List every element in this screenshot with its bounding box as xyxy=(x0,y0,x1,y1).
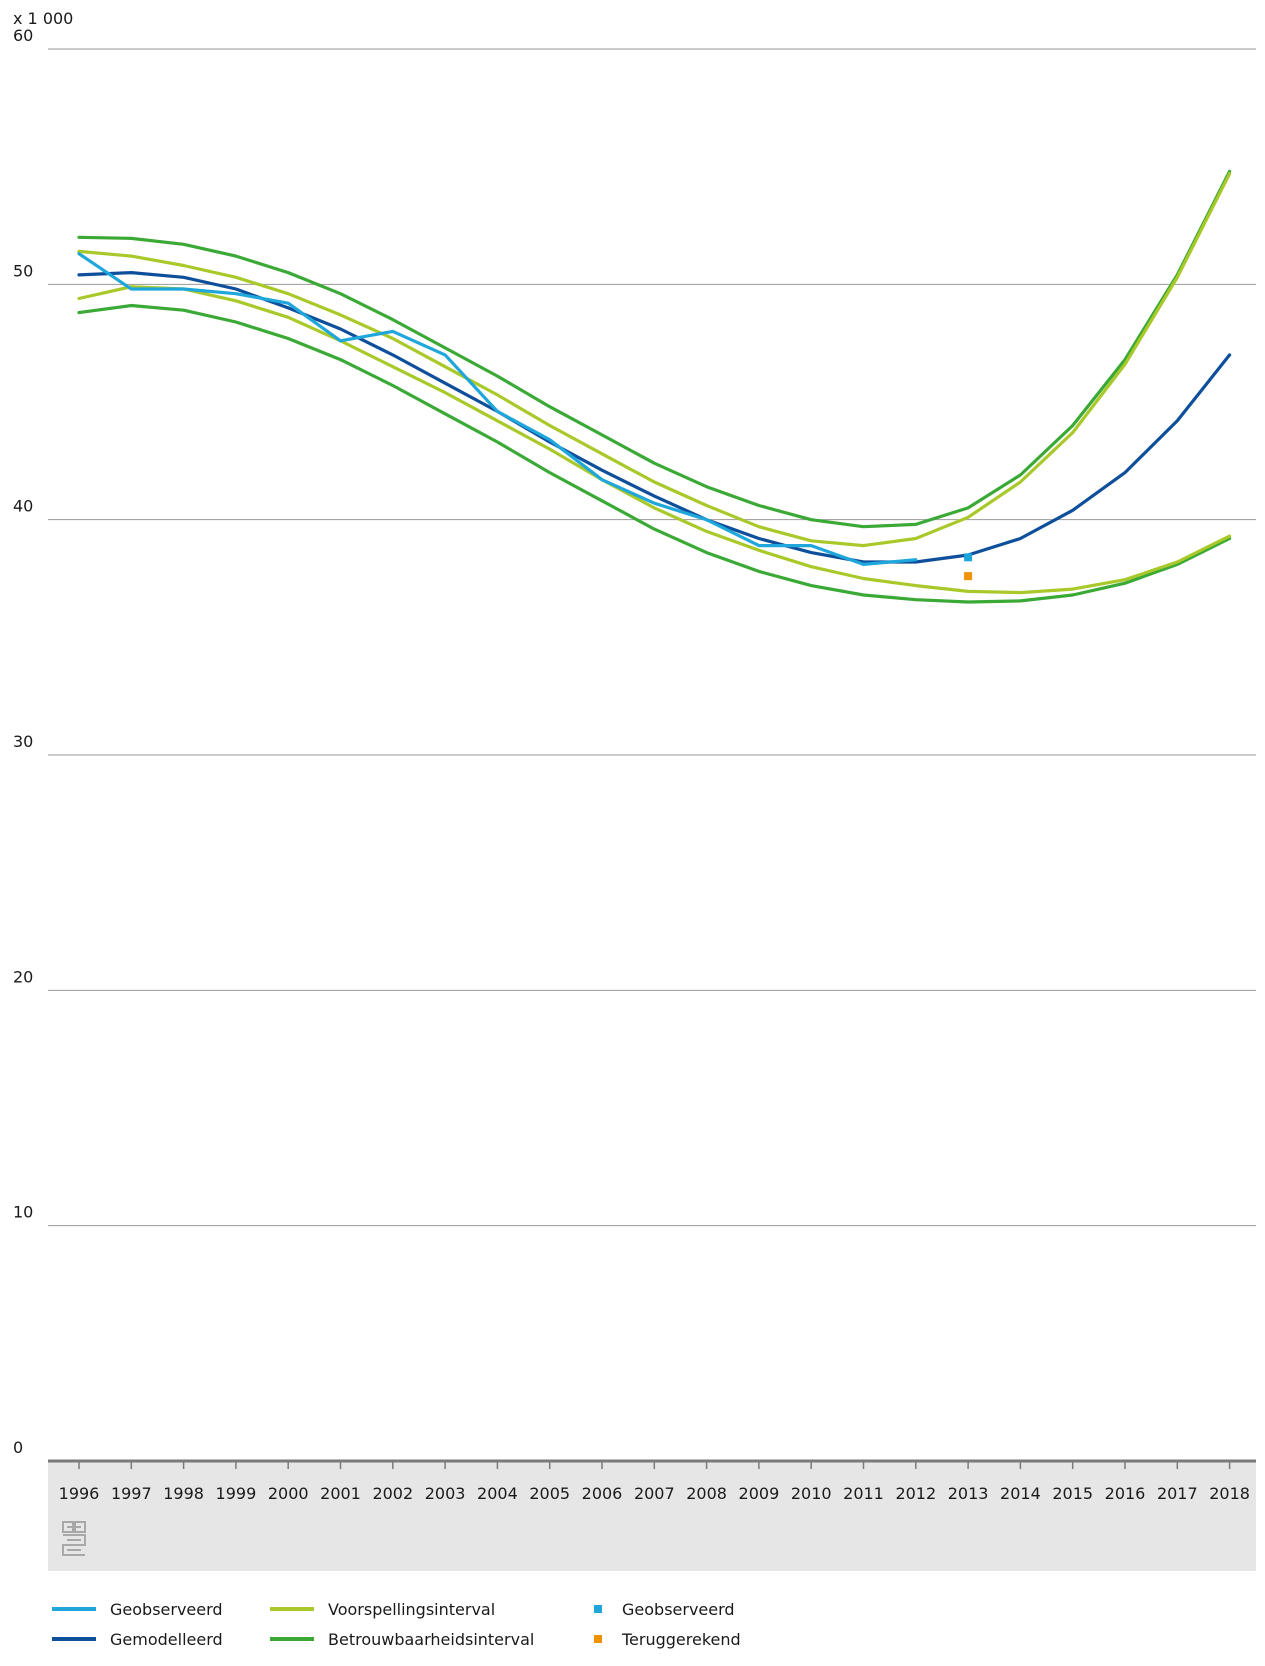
legend-swatch xyxy=(52,1607,96,1611)
legend-swatch xyxy=(594,1605,602,1613)
x-axis-ticks: 1996 1997 1998 1999 2000 2001 2002 2003 2004 2005… xyxy=(59,1461,1250,1503)
legend-swatch xyxy=(52,1637,96,1641)
series-line-voorspellingsinterval-lower xyxy=(77,285,1232,595)
series-group xyxy=(77,169,1232,604)
line-chart: 0 10 20 30 40 50 60 x 1 000 1996 1997 1998 1999 20… xyxy=(13,9,1256,1571)
legend-label: Teruggerekend xyxy=(622,1629,741,1649)
legend-label: Betrouwbaarheidsinterval xyxy=(328,1629,535,1649)
grid-lines xyxy=(48,48,1256,1227)
legend: Geobserveerd Gemodelleerd Voorspellingsi… xyxy=(52,1598,1252,1664)
y-tick-label: 20 xyxy=(13,967,33,986)
x-tick-label: 2008 xyxy=(686,1484,727,1503)
x-tick-label: 2003 xyxy=(425,1484,466,1503)
y-tick-label: 50 xyxy=(13,261,33,280)
y-axis-ticks: 0 10 20 30 40 50 60 xyxy=(13,26,33,1457)
x-tick-label: 2012 xyxy=(895,1484,936,1503)
x-tick-label: 2017 xyxy=(1157,1484,1198,1503)
series-line-geobserveerd xyxy=(77,252,918,567)
x-tick-label: 2001 xyxy=(320,1484,361,1503)
legend-item-gemodelleerd: Gemodelleerd xyxy=(52,1628,223,1650)
y-tick-label: 0 xyxy=(13,1438,23,1457)
x-tick-label: 2006 xyxy=(582,1484,623,1503)
x-tick-label: 2002 xyxy=(372,1484,413,1503)
legend-swatch xyxy=(270,1637,314,1641)
legend-label: Voorspellingsinterval xyxy=(328,1599,496,1619)
legend-item-geobserveerd-line: Geobserveerd xyxy=(52,1598,223,1620)
x-tick-label: 2010 xyxy=(791,1484,832,1503)
legend-item-teruggerekend: Teruggerekend xyxy=(586,1628,741,1650)
x-tick-label: 2014 xyxy=(1000,1484,1041,1503)
legend-label: Geobserveerd xyxy=(622,1599,735,1619)
x-tick-label: 1999 xyxy=(216,1484,257,1503)
x-tick-label: 1998 xyxy=(163,1484,204,1503)
y-tick-label: 40 xyxy=(13,497,33,516)
y-tick-label: 30 xyxy=(13,732,33,751)
legend-label: Geobserveerd xyxy=(110,1599,223,1619)
series-line-voorspellingsinterval-upper xyxy=(77,172,1232,548)
x-tick-label: 2000 xyxy=(268,1484,309,1503)
x-tick-label: 2018 xyxy=(1209,1484,1250,1503)
x-tick-label: 2016 xyxy=(1105,1484,1146,1503)
series-line-betrouwbaarheidsinterval-upper xyxy=(77,169,1232,529)
x-tick-label: 1996 xyxy=(59,1484,100,1503)
series-line-betrouwbaarheidsinterval-lower xyxy=(77,303,1232,604)
y-tick-label: 60 xyxy=(13,26,33,45)
legend-item-betrouwbaarheidsinterval: Betrouwbaarheidsinterval xyxy=(270,1628,534,1650)
x-tick-label: 2011 xyxy=(843,1484,884,1503)
y-unit-label: x 1 000 xyxy=(13,9,73,28)
y-tick-label: 10 xyxy=(13,1203,33,1222)
legend-item-geobserveerd-marker: Geobserveerd xyxy=(586,1598,735,1620)
x-tick-label: 2005 xyxy=(529,1484,570,1503)
x-axis-band xyxy=(48,1461,1256,1571)
series-marker-geobserveerd xyxy=(964,553,973,562)
x-tick-label: 2015 xyxy=(1052,1484,1093,1503)
x-tick-label: 2013 xyxy=(948,1484,989,1503)
x-tick-label: 2004 xyxy=(477,1484,518,1503)
series-line-gemodelleerd xyxy=(77,271,1232,564)
x-tick-label: 1997 xyxy=(111,1484,152,1503)
series-marker-teruggerekend xyxy=(964,572,973,581)
legend-swatch xyxy=(270,1607,314,1611)
cbs-logo-icon xyxy=(62,1521,86,1556)
x-tick-label: 2007 xyxy=(634,1484,675,1503)
legend-swatch xyxy=(594,1635,602,1643)
x-tick-label: 2009 xyxy=(739,1484,780,1503)
legend-item-voorspellingsinterval: Voorspellingsinterval xyxy=(270,1598,495,1620)
legend-label: Gemodelleerd xyxy=(110,1629,223,1649)
